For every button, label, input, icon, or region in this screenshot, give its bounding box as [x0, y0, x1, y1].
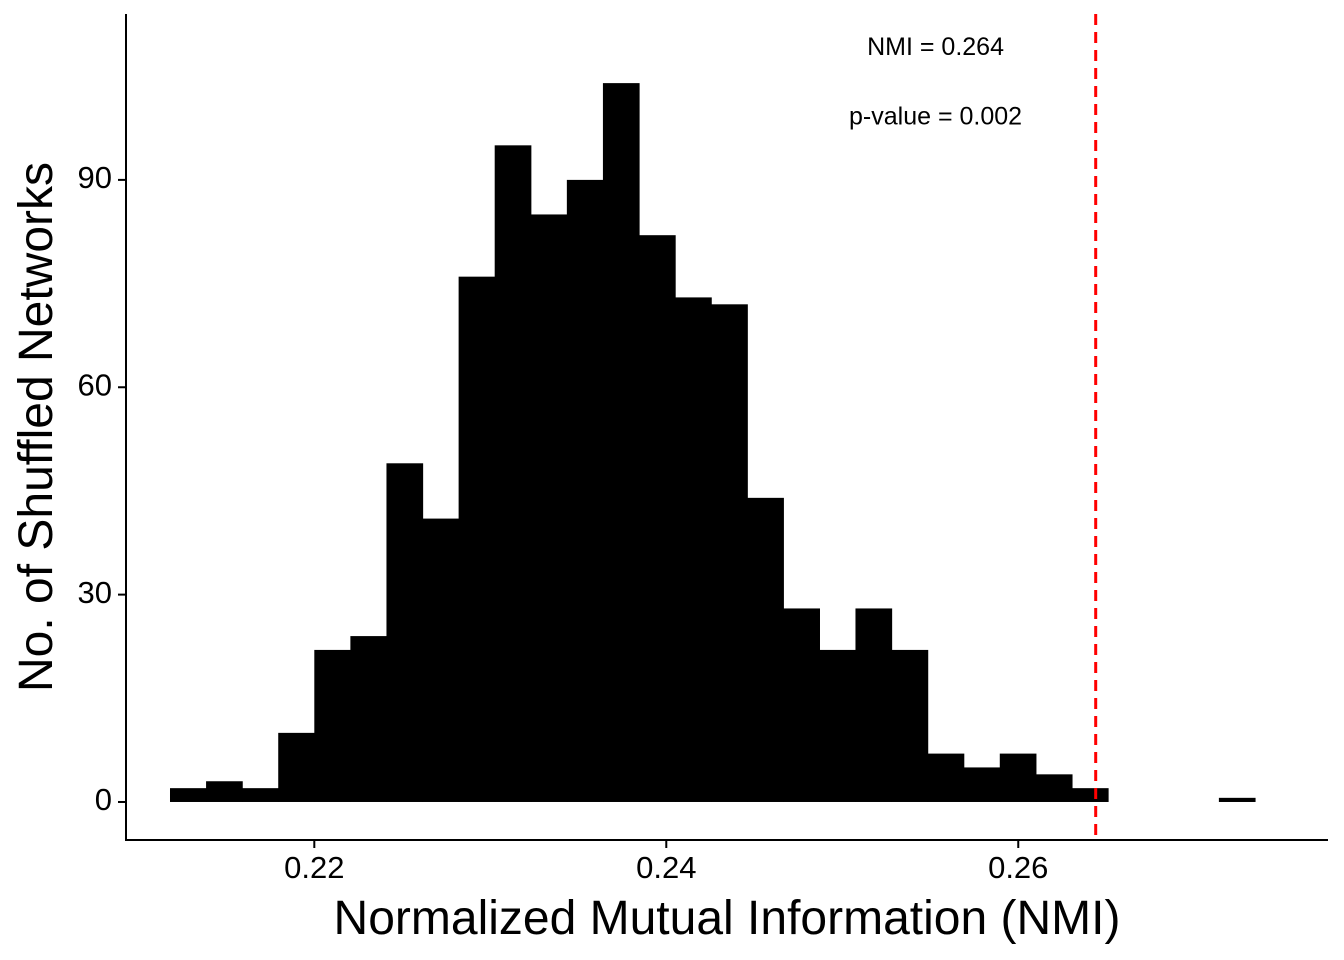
x-axis-ticks: 0.22 0.24 0.26 [284, 840, 1048, 885]
histogram-bar [711, 304, 748, 802]
histogram-bar [1071, 788, 1109, 802]
histogram-bar [891, 649, 929, 802]
annotations: NMI = 0.264 p-value = 0.002 [849, 33, 1022, 130]
annotation-pvalue: p-value = 0.002 [849, 102, 1022, 130]
x-tick-label: 0.24 [636, 850, 696, 885]
x-tick-label: 0.26 [988, 850, 1048, 885]
y-axis-ticks: 0 30 60 90 [78, 160, 126, 817]
histogram-bar [314, 649, 351, 802]
histogram-bar [566, 179, 604, 802]
x-axis-title: Normalized Mutual Information (NMI) [334, 892, 1121, 945]
histogram-bar [530, 214, 568, 802]
histogram-bar [206, 781, 243, 802]
histogram-bar [602, 83, 640, 802]
histogram-bar [422, 518, 460, 802]
y-tick-label: 60 [78, 367, 112, 402]
x-tick-label: 0.22 [284, 850, 344, 885]
y-axis-title: No. of Shuffled Networks [10, 162, 63, 692]
histogram-bar [963, 767, 1001, 802]
histogram-bar [999, 753, 1037, 802]
histogram-bar [242, 788, 279, 802]
histogram-bar [386, 463, 424, 802]
y-tick-label: 0 [95, 782, 112, 817]
histogram-bar [278, 732, 315, 802]
histogram-bar [675, 297, 712, 802]
annotation-nmi: NMI = 0.264 [867, 33, 1004, 61]
histogram-bar [819, 649, 857, 802]
histogram-bars [169, 83, 1256, 802]
histogram-bar [1035, 774, 1073, 802]
histogram-bar [458, 276, 496, 802]
histogram-bar [494, 145, 532, 802]
histogram-bar [927, 753, 965, 802]
histogram-bar [855, 608, 893, 802]
histogram-bar [747, 497, 784, 802]
histogram-bar [783, 608, 820, 802]
histogram-bar [639, 235, 676, 802]
y-tick-label: 30 [78, 575, 112, 610]
y-tick-label: 90 [78, 160, 112, 195]
histogram-bar [169, 788, 207, 802]
histogram-bar [350, 636, 388, 802]
histogram-bar [1218, 797, 1256, 802]
